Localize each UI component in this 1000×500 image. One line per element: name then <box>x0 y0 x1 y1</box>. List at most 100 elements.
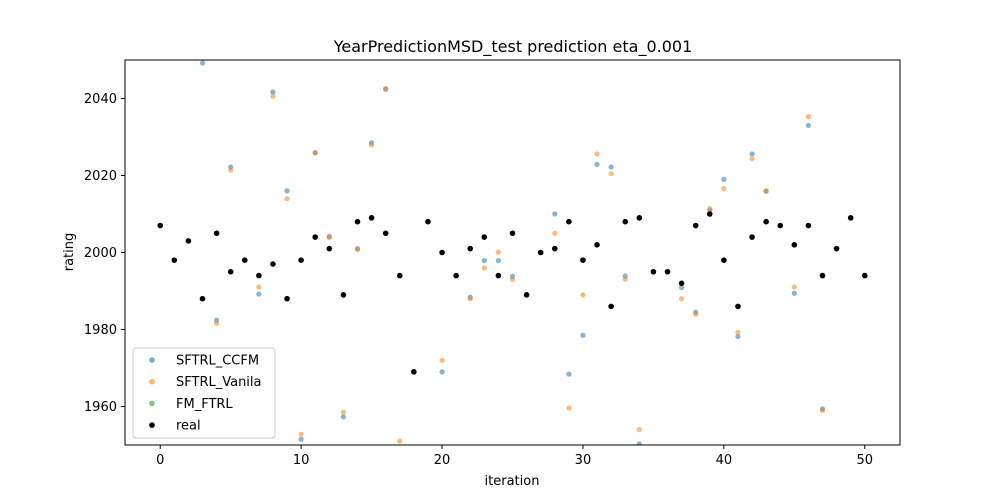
x-tick-label: 30 <box>575 453 592 468</box>
legend-marker-fm-ftrl <box>149 400 155 407</box>
data-point-sftrl-ccfm <box>481 257 487 264</box>
data-point-sftrl-vanila <box>721 185 727 192</box>
data-point-real <box>227 268 234 275</box>
data-point-real <box>439 249 445 256</box>
data-point-sftrl-ccfm <box>805 122 812 129</box>
data-point-sftrl-ccfm <box>552 211 558 217</box>
data-point-real <box>777 222 784 229</box>
data-point-real <box>157 222 164 229</box>
data-point-sftrl-ccfm <box>749 151 755 157</box>
data-point-sftrl-vanila <box>397 438 403 444</box>
data-point-real <box>340 292 347 298</box>
data-point-sftrl-vanila <box>566 405 572 411</box>
data-point-real <box>213 230 220 237</box>
x-tick-label: 10 <box>293 453 310 468</box>
data-point-real <box>396 272 403 279</box>
data-point-real <box>453 272 459 279</box>
data-point-sftrl-vanila <box>256 284 262 290</box>
data-point-real <box>495 272 502 279</box>
legend <box>132 347 276 439</box>
data-point-real <box>537 249 544 256</box>
data-point-real <box>467 245 474 252</box>
data-point-sftrl-ccfm <box>594 161 600 167</box>
data-point-sftrl-vanila <box>354 246 361 253</box>
data-point-sftrl-vanila <box>735 329 741 335</box>
data-point-sftrl-vanila <box>439 357 445 363</box>
legend-marker-sftrl-vanila <box>149 378 155 385</box>
chart-title: YearPredictionMSD_test prediction eta_0.… <box>333 37 693 57</box>
data-point-sftrl-vanila <box>763 188 769 194</box>
data-point-sftrl-vanila <box>693 311 699 317</box>
data-point-real <box>636 215 643 221</box>
x-tick-label: 50 <box>856 453 873 468</box>
data-point-real <box>199 295 206 302</box>
data-point-real <box>551 245 558 252</box>
data-point-sftrl-vanila <box>819 407 826 413</box>
x-tick-label: 40 <box>716 453 733 468</box>
data-point-real <box>580 257 586 264</box>
data-point-sftrl-ccfm <box>439 369 445 375</box>
data-point-sftrl-vanila <box>594 151 600 157</box>
data-point-real <box>608 303 614 310</box>
data-point-sftrl-ccfm <box>608 164 614 170</box>
data-point-real <box>678 280 685 287</box>
data-point-real <box>566 218 572 225</box>
data-point-real <box>749 234 755 240</box>
data-point-sftrl-vanila <box>326 234 332 241</box>
data-point-real <box>241 257 248 264</box>
data-point-sftrl-ccfm <box>791 290 797 296</box>
data-point-sftrl-vanila <box>636 427 642 433</box>
y-tick-label: 2040 <box>84 92 117 107</box>
data-point-sftrl-vanila <box>481 265 487 271</box>
data-point-real <box>819 272 826 279</box>
data-point-sftrl-ccfm <box>678 284 685 291</box>
data-point-real <box>312 234 319 240</box>
data-point-sftrl-vanila <box>608 170 614 177</box>
data-point-real <box>425 218 431 225</box>
data-point-sftrl-ccfm <box>721 176 727 182</box>
data-point-sftrl-vanila <box>368 142 375 148</box>
data-point-sftrl-vanila <box>270 93 276 99</box>
data-point-sftrl-vanila <box>228 167 234 173</box>
data-point-real <box>650 268 657 275</box>
data-point-sftrl-vanila <box>340 409 347 415</box>
data-point-real <box>382 230 389 237</box>
data-point-sftrl-vanila <box>678 296 685 302</box>
data-point-real <box>354 218 361 225</box>
x-tick-label: 20 <box>434 453 451 468</box>
data-point-sftrl-ccfm <box>284 188 290 194</box>
data-point-real <box>861 272 868 279</box>
legend-marker-real <box>149 422 155 428</box>
y-tick-label: 1960 <box>84 400 117 415</box>
data-point-real <box>763 218 769 225</box>
data-point-real <box>594 242 600 248</box>
data-point-sftrl-vanila <box>622 276 628 282</box>
data-point-sftrl-vanila <box>284 196 290 202</box>
legend-label-sftrl-ccfm: SFTRL_CCFM <box>176 354 259 369</box>
data-point-sftrl-vanila <box>707 206 713 212</box>
legend-label-sftrl-vanila: SFTRL_Vanila <box>176 375 262 390</box>
data-point-real <box>735 303 741 310</box>
data-point-real <box>622 218 629 225</box>
y-axis-title: rating <box>62 233 77 272</box>
data-point-sftrl-vanila <box>509 276 516 283</box>
data-point-sftrl-vanila <box>467 296 473 302</box>
data-point-sftrl-vanila <box>791 284 797 290</box>
data-point-sftrl-vanila <box>383 85 389 92</box>
data-point-sftrl-vanila <box>495 249 502 255</box>
y-tick-label: 2000 <box>84 246 117 261</box>
data-point-real <box>326 245 333 252</box>
data-point-sftrl-ccfm <box>495 257 502 264</box>
data-point-sftrl-ccfm <box>256 291 262 297</box>
data-point-real <box>368 215 375 221</box>
data-point-sftrl-ccfm <box>566 371 572 377</box>
data-point-sftrl-vanila <box>552 230 558 236</box>
data-point-real <box>833 245 840 252</box>
data-point-real <box>805 222 812 229</box>
data-point-real <box>171 257 178 264</box>
data-point-real <box>664 268 671 275</box>
data-point-sftrl-vanila <box>580 292 586 298</box>
legend-label-fm-ftrl: FM_FTRL <box>176 397 233 412</box>
data-point-real <box>185 238 192 244</box>
